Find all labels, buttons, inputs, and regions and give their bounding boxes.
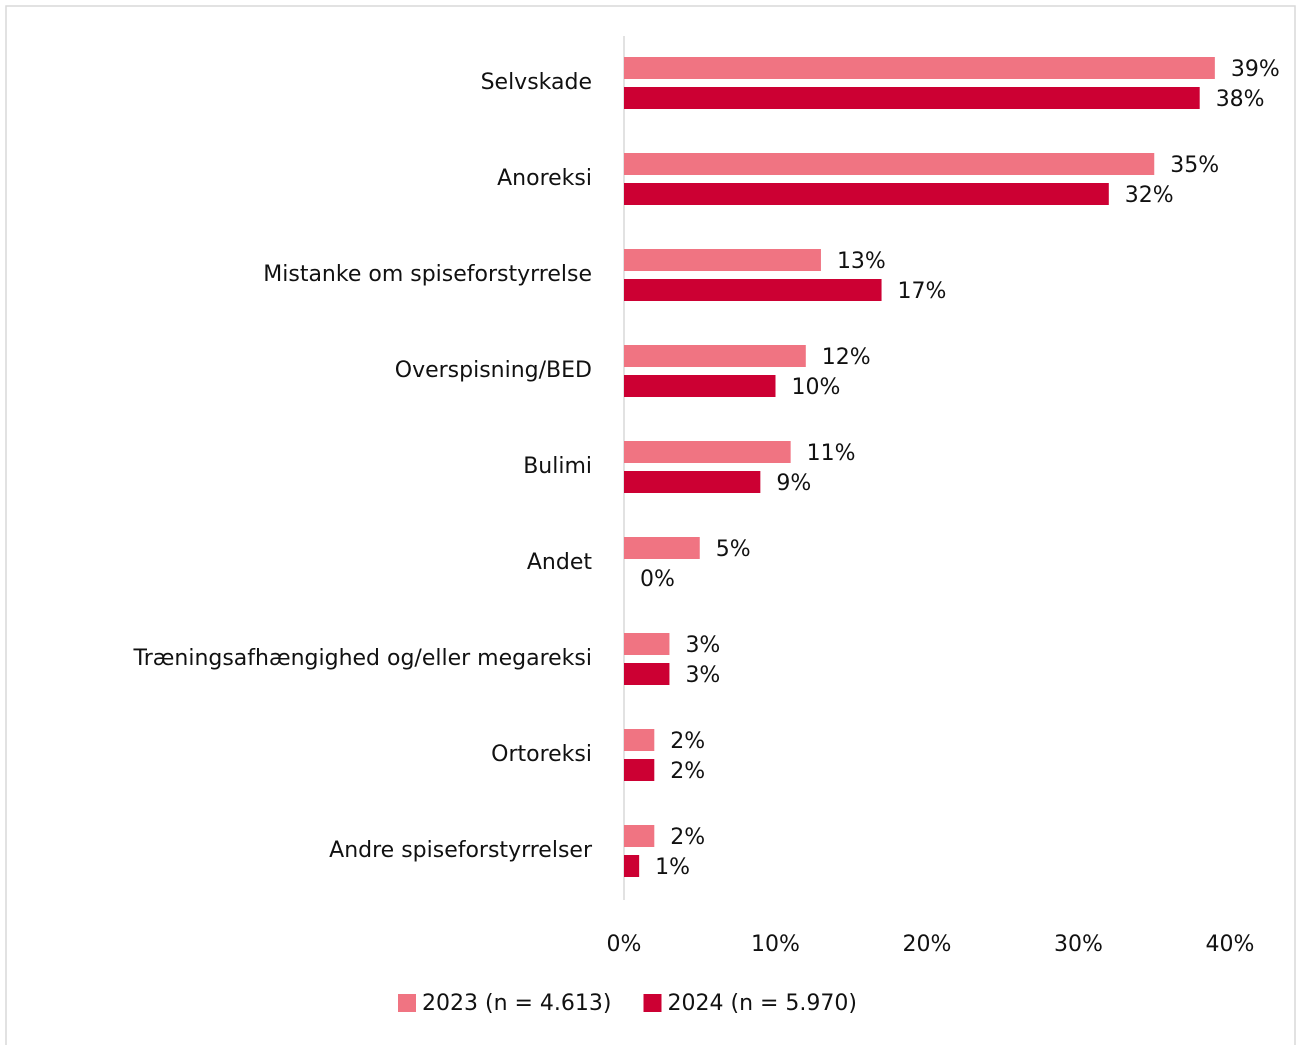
bar: [624, 471, 761, 493]
bar: [624, 633, 670, 655]
category-label: Andet: [527, 550, 592, 575]
value-label: 9%: [776, 471, 811, 496]
bar: [624, 825, 655, 847]
value-label: 1%: [655, 855, 690, 880]
x-tick-label: 20%: [903, 932, 952, 957]
x-tick-label: 40%: [1206, 932, 1255, 957]
bar: [624, 663, 670, 685]
bar: [624, 183, 1109, 205]
bar: [624, 153, 1155, 175]
value-label: 2%: [670, 729, 705, 754]
category-label: Overspisning/BED: [395, 358, 592, 383]
bar: [624, 441, 791, 463]
bar: [624, 855, 640, 877]
bar: [624, 279, 882, 301]
chart-frame: [5, 5, 1296, 1045]
value-label: 11%: [807, 441, 856, 466]
bar: [624, 87, 1200, 109]
value-label: 3%: [685, 633, 720, 658]
category-label: Mistanke om spiseforstyrrelse: [263, 262, 592, 287]
x-tick-label: 30%: [1054, 932, 1103, 957]
category-label: Bulimi: [523, 454, 592, 479]
x-tick-label: 10%: [751, 932, 800, 957]
value-label: 3%: [685, 663, 720, 688]
category-label: Andre spiseforstyrrelser: [329, 838, 593, 863]
category-label: Anoreksi: [497, 166, 592, 191]
value-label: 39%: [1231, 57, 1280, 82]
value-label: 35%: [1170, 153, 1219, 178]
bar: [624, 249, 821, 271]
value-label: 2%: [670, 759, 705, 784]
value-label: 0%: [640, 567, 675, 592]
legend-label: 2023 (n = 4.613): [422, 991, 612, 1016]
category-label: Ortoreksi: [491, 742, 592, 767]
legend-label: 2024 (n = 5.970): [668, 991, 858, 1016]
value-label: 2%: [670, 825, 705, 850]
value-label: 32%: [1125, 183, 1174, 208]
legend-swatch: [643, 994, 662, 1012]
value-label: 13%: [837, 249, 886, 274]
category-label: Træningsafhængighed og/eller megareksi: [133, 646, 592, 671]
bar: [624, 345, 806, 367]
bar: [624, 57, 1215, 79]
bar: [624, 729, 655, 751]
x-tick-label: 0%: [607, 932, 642, 957]
bar: [624, 375, 776, 397]
bar: [624, 759, 655, 781]
value-label: 5%: [716, 537, 751, 562]
value-label: 10%: [792, 375, 841, 400]
bar: [624, 537, 700, 559]
value-label: 17%: [898, 279, 947, 304]
value-label: 12%: [822, 345, 871, 370]
value-label: 38%: [1216, 87, 1265, 112]
legend-swatch: [398, 994, 416, 1012]
category-label: Selvskade: [481, 70, 592, 95]
